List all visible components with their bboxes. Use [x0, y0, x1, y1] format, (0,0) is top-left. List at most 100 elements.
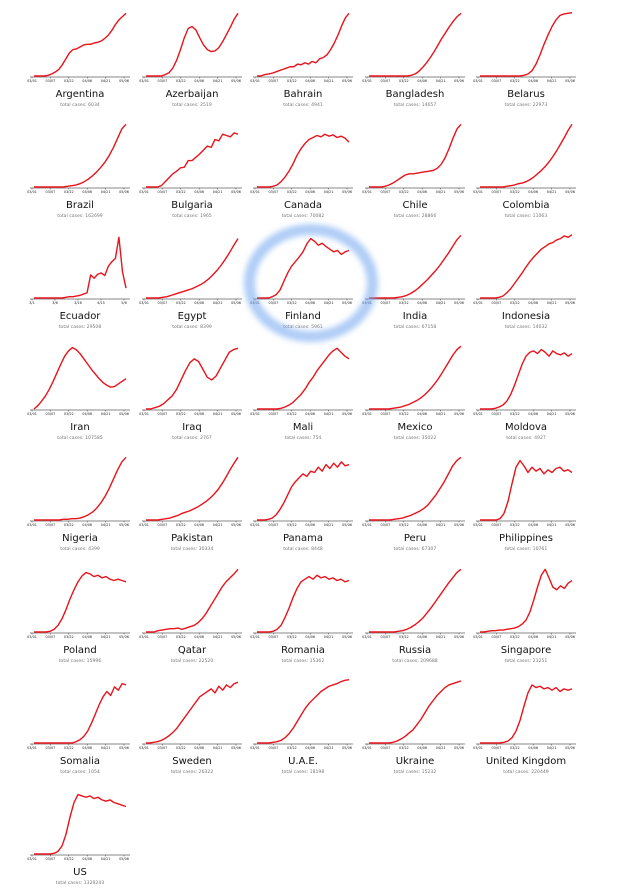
- panel-title: Indonesia: [501, 311, 551, 322]
- total-cases-label: total cases: 14032: [504, 325, 548, 330]
- x-tick-label: 03/01: [27, 746, 37, 750]
- plot-finland: 03/01 03/07 03/22 04/06 04/21 05/06: [250, 237, 353, 305]
- x-tick-label: 05/06: [231, 635, 241, 639]
- series-line-azerbaijan: [146, 12, 239, 77]
- total-cases-label: total cases: 10761: [504, 547, 548, 552]
- x-tick-label: 03/07: [46, 412, 56, 416]
- x-tick-label: 04/06: [528, 301, 538, 305]
- series-line-iran: [33, 346, 127, 410]
- plot-united-kingdom: 03/01 03/07 03/22 04/06 04/21 05/06: [473, 684, 576, 750]
- x-tick-label: 03/22: [287, 301, 297, 305]
- total-cases-label: total cases: 30334: [170, 547, 214, 552]
- x-tick-label: 03/01: [362, 301, 372, 305]
- panel-title: Singapore: [500, 645, 552, 656]
- panel-panama: 03/01 03/07 03/22 04/06 04/21 05/06 Panama tota…: [250, 450, 363, 560]
- series-line-qatar: [146, 568, 239, 633]
- x-tick-label: 03/01: [473, 412, 483, 416]
- x-tick-label: 04/21: [547, 412, 557, 416]
- x-tick-label: 04/06: [417, 635, 427, 639]
- x-tick-label: 05/06: [454, 412, 464, 416]
- series-line-belarus: [480, 11, 573, 77]
- series-line-bangladesh: [369, 12, 462, 77]
- plot-india: 03/01 03/07 03/22 04/06 04/21 05/06: [362, 234, 465, 305]
- panel-title: Russia: [398, 645, 432, 656]
- total-cases-label: total cases: 22973: [504, 103, 548, 108]
- x-tick-label: 03/01: [27, 190, 37, 194]
- series-line-romania: [257, 574, 350, 633]
- x-tick-label: 04/21: [436, 190, 446, 194]
- panel-mexico: 03/01 03/07 03/22 04/06 04/21 05/06 Mexico tota…: [362, 339, 475, 449]
- x-tick-label: 03/07: [492, 79, 502, 83]
- series-line-ecuador: [34, 236, 127, 299]
- panel-title: U.A.E.: [288, 756, 318, 767]
- x-tick-label: 03/07: [492, 523, 502, 527]
- panel-romania: 03/01 03/07 03/22 04/06 04/21 05/06 Romania tot…: [250, 562, 363, 672]
- total-cases-label: total cases: 28866: [393, 214, 437, 219]
- panel-title: Qatar: [177, 645, 207, 656]
- panel-singapore: 03/01 03/07 03/22 04/06 04/21 05/06 Singapore t…: [473, 562, 586, 672]
- series-line-colombia: [480, 123, 573, 188]
- x-tick-label: 03/07: [269, 412, 279, 416]
- series-line-somalia: [34, 682, 127, 744]
- x-tick-label: 03/07: [492, 190, 502, 194]
- panel-title: Bahrain: [283, 89, 323, 100]
- plot-belarus: 03/01 03/07 03/22 04/06 04/21 05/06: [473, 11, 576, 83]
- x-tick-label: 03/07: [46, 746, 56, 750]
- panel-argentina: 03/01 03/07 03/22 04/06 04/21 05/06 Argentina t…: [27, 6, 140, 116]
- total-cases-label: total cases: 29508: [58, 325, 102, 330]
- x-tick-label: 03/22: [176, 523, 186, 527]
- x-tick-label: 03/01: [27, 412, 37, 416]
- x-tick-label: 04/06: [194, 190, 204, 194]
- total-cases-label: total cases: 4399: [60, 547, 100, 552]
- panel-peru: 03/01 03/07 03/22 04/06 04/21 05/06 Peru total …: [362, 450, 475, 560]
- panel-united-kingdom: 03/01 03/07 03/22 04/06 04/21 05/06 United Kin…: [473, 673, 586, 783]
- x-tick-label: 05/06: [342, 523, 352, 527]
- x-tick-label: 05/06: [342, 301, 352, 305]
- x-tick-label: 04/21: [436, 79, 446, 83]
- x-tick-label: 03/22: [64, 857, 74, 861]
- x-tick-label: 03/01: [250, 412, 260, 416]
- panel-title: Argentina: [55, 89, 105, 100]
- x-tick-label: 05/06: [565, 79, 575, 83]
- x-tick-label: 05/06: [454, 635, 464, 639]
- panel-chile: 03/01 03/07 03/22 04/06 04/21 05/06 Chile total…: [362, 117, 475, 227]
- panel-title: Bangladesh: [385, 89, 445, 100]
- x-tick-label: 03/22: [510, 412, 520, 416]
- panel-nigeria: 03/01 03/07 03/22 04/06 04/21 05/06 Nigeria tot…: [27, 450, 140, 560]
- plot-azerbaijan: 03/01 03/07 03/22 04/06 04/21 05/06: [139, 12, 242, 83]
- x-tick-label: 03/22: [176, 412, 186, 416]
- panel-title: Romania: [281, 645, 325, 656]
- panel-title: Somalia: [59, 756, 101, 767]
- x-tick-label: 03/01: [250, 635, 260, 639]
- x-tick-label: 03/01: [139, 523, 149, 527]
- series-line-egypt: [146, 238, 239, 299]
- series-line-sweden: [146, 681, 239, 744]
- panel-canada: 03/01 03/07 03/22 04/06 04/21 05/06 Canada tota…: [250, 117, 363, 227]
- x-tick-label: 05/06: [565, 746, 575, 750]
- plot-egypt: 03/01 03/07 03/22 04/06 04/21 05/06: [139, 238, 242, 305]
- panel-title: Nigeria: [62, 533, 98, 544]
- x-tick-label: 03/01: [250, 523, 260, 527]
- plot-argentina: 03/01 03/07 03/22 04/06 04/21 05/06: [27, 12, 130, 83]
- plot-pakistan: 03/01 03/07 03/22 04/06 04/21 05/06: [139, 456, 242, 527]
- x-tick-label: 03/07: [381, 635, 391, 639]
- panel-poland: 03/01 03/07 03/22 04/06 04/21 05/06 Poland tota…: [27, 562, 140, 672]
- x-tick-label: 05/06: [119, 857, 129, 861]
- x-tick-label: 03/22: [510, 746, 520, 750]
- panel-title: Iraq: [182, 422, 202, 433]
- x-tick-label: 04/06: [82, 857, 92, 861]
- panel-bangladesh: 03/01 03/07 03/22 04/06 04/21 05/06 Bangladesh…: [362, 6, 475, 116]
- x-tick-label: 03/01: [27, 523, 37, 527]
- x-tick-label: 05/06: [454, 746, 464, 750]
- x-tick-label: 05/06: [119, 190, 129, 194]
- x-tick-label: 04/06: [528, 79, 538, 83]
- x-tick-label: 03/01: [27, 79, 37, 83]
- x-tick-label: 05/06: [119, 412, 129, 416]
- x-tick-label: 03/22: [399, 635, 409, 639]
- total-cases-label: total cases: 15232: [393, 770, 437, 775]
- x-tick-label: 03/01: [139, 746, 149, 750]
- total-cases-label: total cases: 67307: [393, 547, 437, 552]
- x-tick-label: 03/07: [269, 190, 279, 194]
- x-tick-label: 03/01: [473, 635, 483, 639]
- total-cases-label: total cases: 67158: [393, 325, 437, 330]
